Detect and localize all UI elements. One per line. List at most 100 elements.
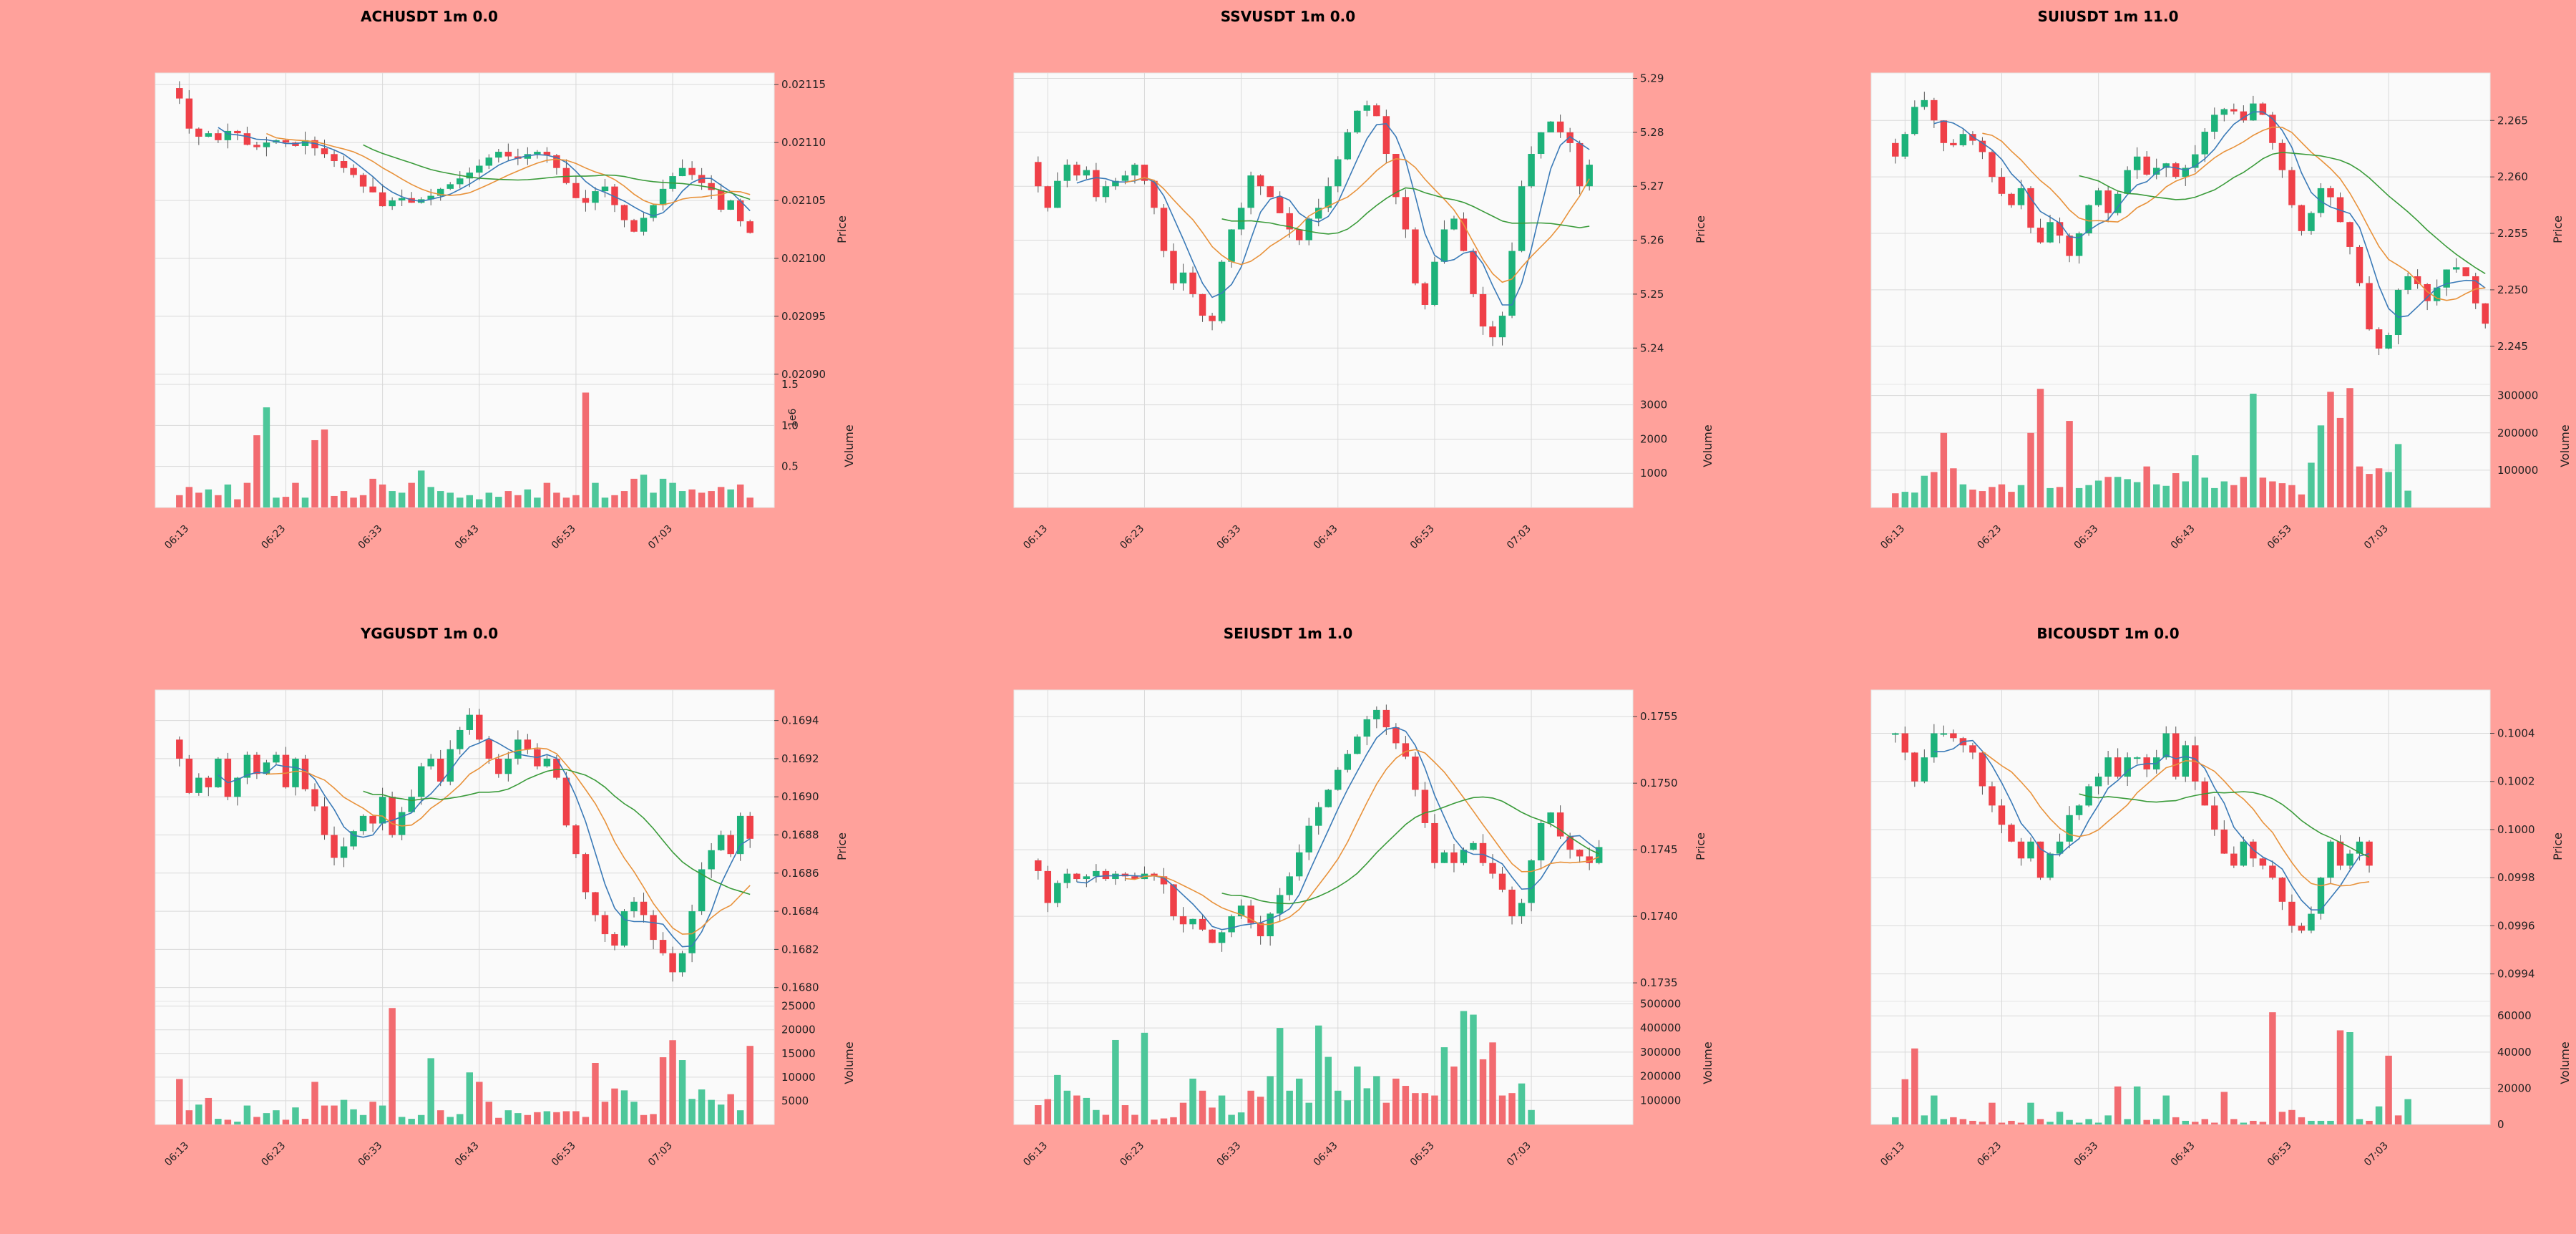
moving-average-line	[1221, 796, 1600, 905]
volume-tick-label: 5000	[781, 1094, 809, 1107]
candle-body	[1093, 870, 1100, 877]
x-tick-label: 06:53	[1408, 1140, 1437, 1169]
candle-body	[1498, 873, 1506, 890]
volume-bar	[1286, 1090, 1293, 1124]
volume-bar	[1112, 1039, 1119, 1124]
candle-body	[1489, 863, 1496, 874]
price-tick-label: 5.28	[1640, 126, 1664, 139]
volume-bar	[1199, 1090, 1206, 1124]
volume-bar	[2027, 1102, 2034, 1124]
candle-body	[2482, 303, 2489, 324]
volume-bar	[398, 1117, 406, 1124]
volume-bar	[457, 497, 464, 507]
candle-body	[1102, 186, 1110, 198]
volume-tick-label: 500000	[1640, 997, 1681, 1010]
candle-body	[1295, 229, 1303, 241]
x-tick-label: 06:33	[2072, 523, 2101, 552]
volume-bar	[2201, 1119, 2209, 1124]
volume-bar	[572, 1111, 580, 1124]
chart-title: BICOUSDT 1m 0.0	[2036, 625, 2179, 642]
volume-bar	[1950, 1117, 1957, 1124]
chart-panel: SEIUSDT 1m 1.0 06:13 06:23 06:33 06:43 06:53 0…	[1013, 625, 1714, 1169]
volume-bar	[2211, 1122, 2218, 1124]
candle-body	[273, 754, 280, 763]
candle-body	[436, 758, 444, 782]
candle-body	[1112, 180, 1119, 187]
candle-body	[1498, 316, 1506, 338]
candle-body	[1189, 918, 1196, 925]
volume-bar	[1450, 1067, 1458, 1124]
volume-bar	[224, 1119, 232, 1124]
volume-bar	[495, 497, 502, 507]
candle-body	[650, 205, 657, 218]
price-tick-label: 0.1684	[781, 905, 819, 918]
candle-body	[1237, 208, 1245, 230]
x-tick-label: 06:43	[2169, 523, 2197, 552]
volume-bar	[2104, 1115, 2112, 1124]
candle-body	[2230, 853, 2238, 866]
candle-body	[736, 200, 744, 222]
x-tick-label: 06:43	[1312, 523, 1340, 552]
volume-bar	[1228, 1114, 1235, 1124]
volume-bar	[592, 1063, 599, 1124]
volume-bar	[2404, 490, 2411, 507]
candle-body	[243, 133, 251, 145]
candle-body	[640, 218, 648, 232]
volume-axis-label: Volume	[2558, 424, 2572, 467]
chart-title: YGGUSDT 1m 0.0	[360, 625, 498, 642]
candle-body	[2298, 926, 2306, 931]
volume-bar	[359, 495, 367, 507]
volume-bar	[1276, 1028, 1284, 1124]
volume-bar	[543, 482, 551, 507]
candle-body	[2356, 246, 2363, 283]
volume-bar	[1073, 1095, 1080, 1124]
candle-body	[2017, 841, 2025, 859]
candle-body	[1335, 159, 1342, 187]
price-tick-label: 2.265	[2497, 114, 2528, 127]
volume-bar	[746, 1046, 753, 1124]
price-axis-label: Price	[1694, 215, 1707, 243]
candle-body	[466, 714, 473, 730]
candle-body	[620, 911, 628, 946]
candle-body	[234, 777, 241, 797]
volume-bar	[2317, 1120, 2325, 1124]
price-panel	[155, 689, 775, 1004]
candle-body	[379, 797, 386, 824]
candle-body	[1354, 737, 1361, 754]
candle-body	[1179, 272, 1187, 283]
volume-bar	[1257, 1097, 1264, 1124]
volume-bar	[659, 1057, 667, 1124]
candle-body	[176, 739, 183, 759]
volume-bar	[2075, 487, 2083, 507]
candle-body	[301, 140, 309, 146]
volume-bar	[2192, 455, 2199, 507]
candle-body	[2066, 815, 2073, 842]
candle-body	[311, 789, 318, 807]
volume-bar	[359, 1114, 367, 1124]
candle-body	[2472, 276, 2479, 303]
volume-bar	[417, 1114, 425, 1124]
volume-bar	[369, 478, 376, 507]
candle-body	[2075, 805, 2083, 815]
volume-bar	[1518, 1083, 1526, 1124]
candle-body	[2008, 193, 2015, 205]
volume-axis-label: Volume	[842, 1041, 856, 1084]
volume-bar	[678, 1060, 686, 1124]
candle-body	[457, 178, 464, 185]
volume-bar	[379, 484, 386, 507]
candle-body	[2327, 841, 2334, 878]
volume-bar	[495, 1117, 502, 1124]
volume-bar	[466, 1072, 473, 1124]
candle-body	[1998, 805, 2006, 825]
volume-bar	[2017, 1122, 2025, 1124]
volume-bar	[2259, 1122, 2267, 1124]
volume-bar	[2124, 479, 2131, 507]
volume-bar	[2133, 482, 2141, 507]
volume-bar	[2375, 1106, 2383, 1124]
volume-bar	[2366, 1120, 2373, 1124]
x-tick-label: 06:33	[356, 523, 385, 552]
candle-body	[1431, 822, 1438, 863]
candle-body	[1247, 175, 1254, 208]
x-tick-label: 07:03	[2362, 1140, 2391, 1169]
x-tick-label: 07:03	[646, 1140, 675, 1169]
